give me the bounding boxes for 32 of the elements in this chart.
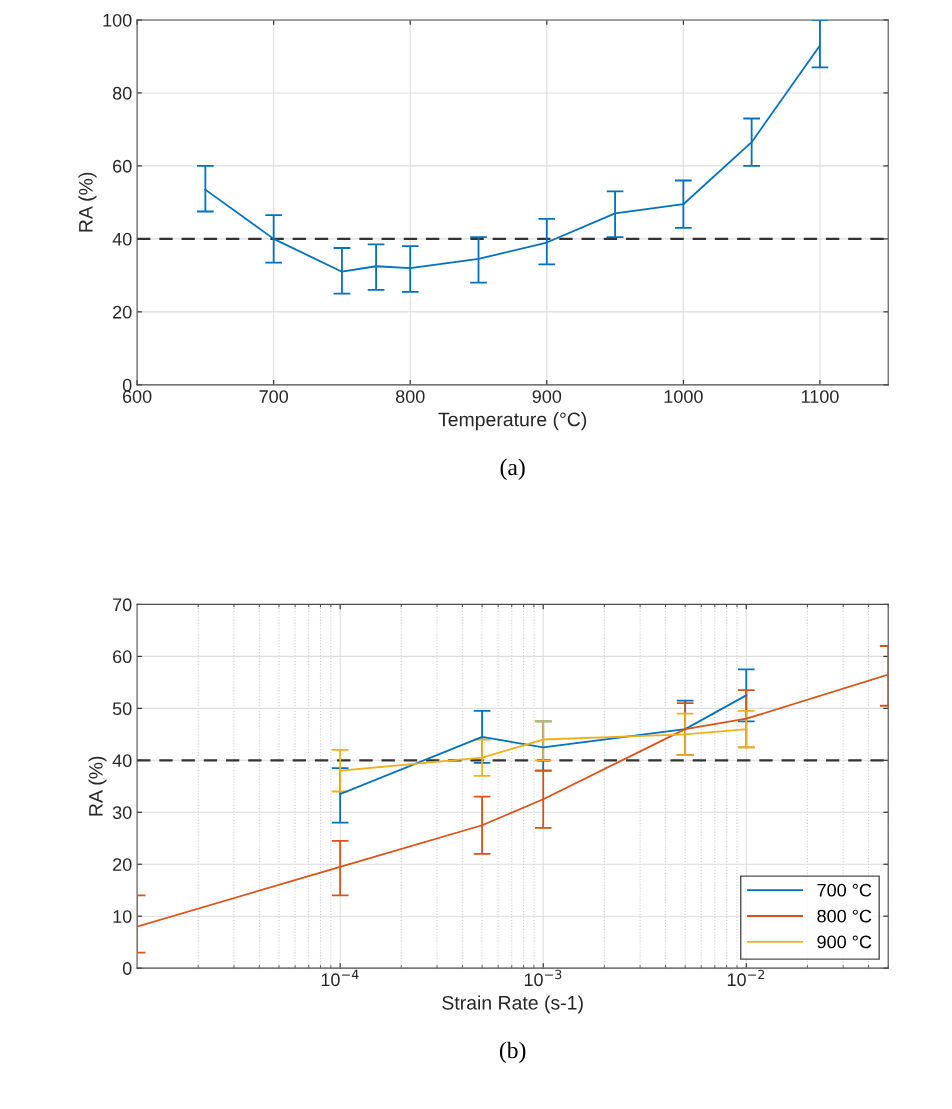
- x-axis-title: Strain Rate (s-1): [442, 995, 583, 1014]
- y-axis-title: RA (%): [88, 756, 107, 816]
- y-tick-label: 0: [122, 962, 132, 975]
- x-axis-title: Temperature (°C): [438, 412, 587, 431]
- x-tick-label: 10$^{−3}$: [524, 969, 562, 987]
- y-tick-label: 60: [113, 650, 132, 664]
- y-tick-label: 100: [103, 13, 132, 27]
- legend-label: 900 °C: [817, 935, 872, 949]
- x-tick-label: 600: [122, 390, 152, 403]
- y-tick-label: 50: [112, 702, 132, 716]
- y-tick-label: 20: [113, 858, 132, 871]
- x-tick-label: 10$^{−4}$: [321, 969, 359, 987]
- y-tick-label: 20: [113, 305, 132, 319]
- x-tick-label: 1100: [801, 390, 839, 403]
- legend-label: 800 °C: [817, 909, 872, 923]
- y-axis-title: RA (%): [78, 172, 97, 232]
- text: (a): [500, 458, 525, 481]
- x-tick-label: 700: [259, 390, 289, 403]
- y-tick-label: 30: [112, 806, 132, 819]
- y-tick-label: 10: [113, 910, 132, 923]
- x-tick-label: 800: [395, 390, 425, 403]
- y-tick-label: 80: [112, 86, 132, 100]
- x-tick-label: 10$^{−2}$: [727, 969, 765, 987]
- y-tick-label: 60: [113, 159, 132, 173]
- x-tick-label: 900: [532, 390, 562, 403]
- text: (b): [499, 1041, 526, 1064]
- y-tick-label: 40: [112, 754, 132, 768]
- y-tick-label: 70: [113, 598, 132, 612]
- x-tick-label: 1000: [664, 390, 703, 403]
- y-tick-label: 40: [112, 232, 132, 246]
- legend-label: 700 °C: [817, 883, 872, 897]
- y-tick-label: 0: [122, 378, 132, 392]
